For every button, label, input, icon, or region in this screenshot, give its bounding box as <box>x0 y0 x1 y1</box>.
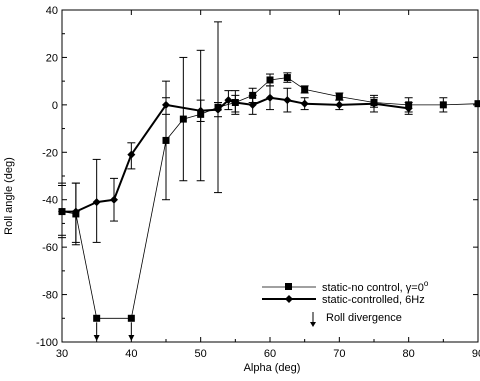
data-point-square <box>301 86 308 93</box>
error-bars <box>58 22 447 245</box>
x-tick-label: 60 <box>264 348 276 360</box>
y-axis-label: Roll angle (deg) <box>3 157 15 235</box>
x-axis-label: Alpha (deg) <box>244 362 301 374</box>
data-point-diamond <box>266 94 274 102</box>
data-point-diamond <box>283 96 291 104</box>
data-point-square <box>128 315 135 322</box>
legend-label-controlled: static-controlled, 6Hz <box>322 294 425 306</box>
x-tick-label: 90 <box>472 348 480 360</box>
x-tick-label: 40 <box>125 348 137 360</box>
x-tick-label: 50 <box>195 348 207 360</box>
y-tick-label: -40 <box>42 195 58 207</box>
data-point-diamond <box>110 196 118 204</box>
legend-text-no-control: static-no control, <box>322 282 406 294</box>
legend-label-divergence: Roll divergence <box>326 312 402 324</box>
y-tick-label: -60 <box>42 242 58 254</box>
x-tick-label: 70 <box>333 348 345 360</box>
data-point-square <box>336 93 343 100</box>
y-tick-label: -20 <box>42 147 58 159</box>
data-point-square <box>93 315 100 322</box>
y-tick-label: -100 <box>36 337 58 349</box>
data-point-square <box>284 74 291 81</box>
x-tick-label: 30 <box>56 348 68 360</box>
y-tick-label: 0 <box>52 100 58 112</box>
legend-degree-superscript: o <box>424 279 429 288</box>
data-point-diamond <box>93 198 101 206</box>
tick-labels: 30 40 50 60 70 80 90 -100 -80 -60 -40 -20 0 20 40 <box>36 5 480 360</box>
data-point-diamond <box>301 100 309 108</box>
data-point-square <box>163 137 170 144</box>
divergence-arrows <box>94 322 135 341</box>
legend: static-no control, γ=0o static-controlle… <box>262 279 429 327</box>
data-point-square <box>440 101 447 108</box>
y-tick-label: 20 <box>46 52 58 64</box>
legend-suffix: =0 <box>411 282 424 294</box>
y-tick-label: 40 <box>46 5 58 17</box>
y-tick-label: -80 <box>42 290 58 302</box>
legend-label-no-control: static-no control, γ=0o <box>322 279 429 294</box>
x-tick-label: 80 <box>403 348 415 360</box>
data-point-square <box>267 76 274 83</box>
legend-marker-square <box>285 283 292 290</box>
legend-divergence-arrow-head <box>310 322 316 327</box>
data-point-square <box>249 92 256 99</box>
data-point-square <box>180 116 187 123</box>
data-point-square <box>475 100 480 107</box>
data-point-diamond <box>335 101 343 109</box>
legend-marker-diamond <box>285 295 293 303</box>
